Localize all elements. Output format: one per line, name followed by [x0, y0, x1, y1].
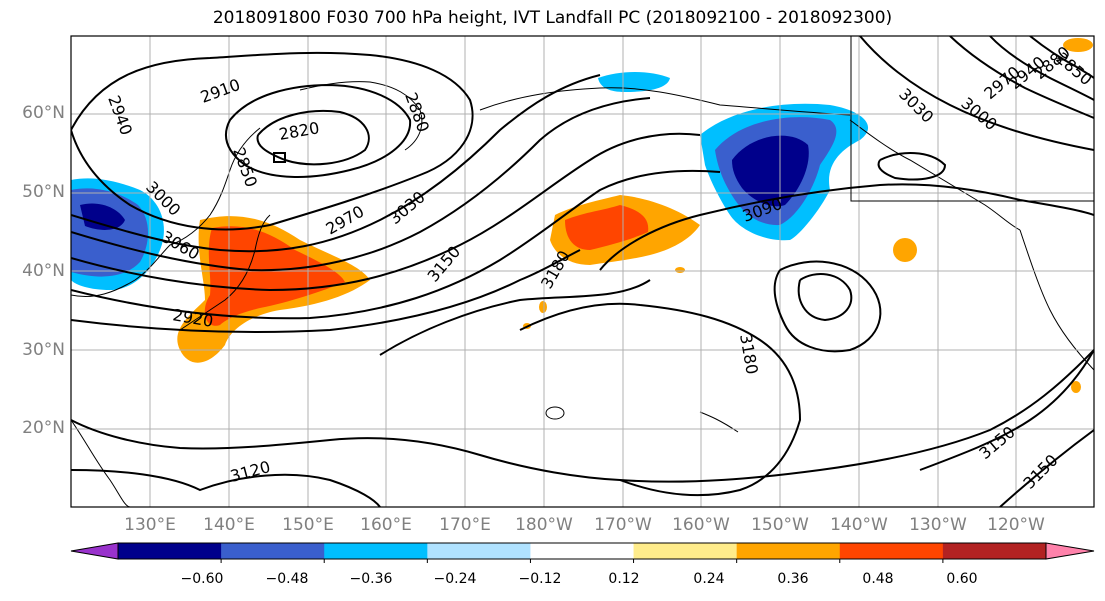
- longitude-label: 170°E: [439, 515, 491, 535]
- longitude-label: 140°W: [830, 515, 888, 535]
- colorbar-max-arrow: [1045, 542, 1095, 560]
- inset-box: [850, 35, 1095, 202]
- longitude-label: 160°W: [672, 515, 730, 535]
- colorbar-tick-label: −0.36: [349, 571, 393, 587]
- colorbar-segment: [221, 543, 325, 559]
- map-title: 2018091800 F030 700 hPa height, IVT Land…: [212, 8, 893, 28]
- colorbar-tick-label: 0.24: [693, 571, 725, 587]
- colorbar-segment: [324, 543, 428, 559]
- longitude-label: 170°W: [594, 515, 652, 535]
- longitude-label: 120°W: [987, 515, 1045, 535]
- graticule: [71, 36, 1094, 507]
- latitude-label: 20°N: [22, 418, 65, 438]
- latitude-label: 30°N: [22, 340, 65, 360]
- colorbar-segment: [839, 543, 944, 559]
- latitude-label: 50°N: [22, 182, 65, 202]
- longitude-label: 180°W: [515, 515, 573, 535]
- colorbar-segment: [118, 543, 222, 559]
- colorbar-segment: [633, 543, 738, 559]
- colorbar-tick-label: 0.36: [777, 571, 809, 587]
- height-contours: [71, 36, 1094, 507]
- colorbar-segment: [1046, 543, 1094, 559]
- longitude-label: 130°E: [124, 515, 176, 535]
- colorbar-tick-label: −0.24: [433, 571, 477, 587]
- colorbar-tick-label: 0.48: [862, 571, 894, 587]
- colorbar-tick-label: −0.12: [518, 571, 562, 587]
- longitude-label: 130°W: [909, 515, 967, 535]
- longitude-label: 160°E: [360, 515, 412, 535]
- map-frame: [70, 35, 1095, 508]
- longitude-label: 140°E: [203, 515, 255, 535]
- latitude-label: 60°N: [22, 103, 65, 123]
- longitude-label: 150°W: [751, 515, 809, 535]
- colorbar-tick-label: −0.48: [265, 571, 309, 587]
- longitude-label: 150°E: [282, 515, 334, 535]
- colorbar-tick-label: 0.60: [946, 571, 978, 587]
- colorbar-segment: [427, 543, 531, 559]
- colorbar-tick-label: −0.60: [180, 571, 224, 587]
- colorbar-segment: [71, 543, 118, 559]
- latitude-label: 40°N: [22, 261, 65, 281]
- colorbar-tick-label: 0.12: [608, 571, 640, 587]
- colorbar-segment: [736, 543, 841, 559]
- ivt-shading: [71, 38, 1093, 393]
- colorbar-segment: [530, 543, 635, 559]
- colorbar-segment: [942, 543, 1047, 559]
